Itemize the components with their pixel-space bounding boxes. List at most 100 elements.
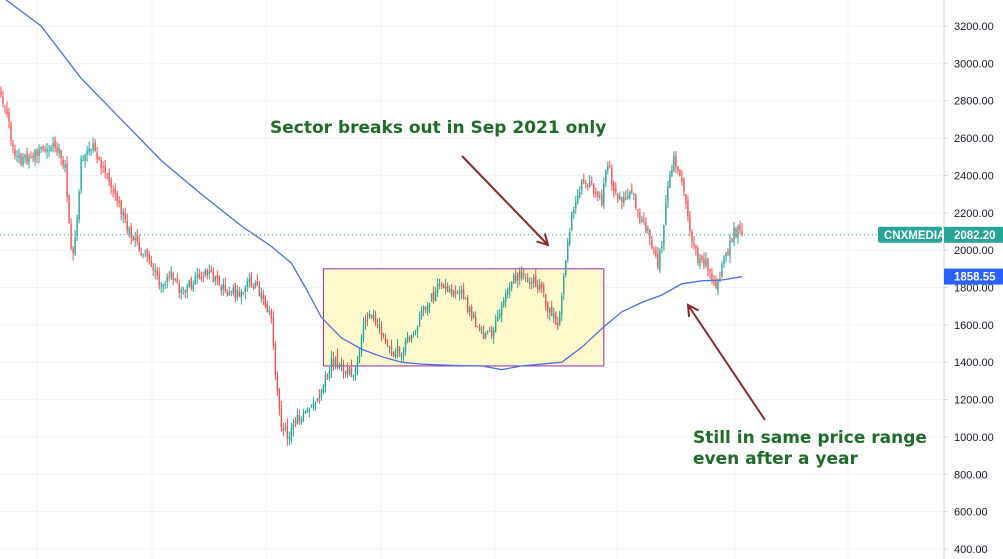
candle-body bbox=[310, 406, 313, 408]
candle-body bbox=[280, 408, 283, 428]
candle-body bbox=[356, 361, 359, 369]
candle-body bbox=[460, 289, 463, 293]
y-tick-label: 2600.00 bbox=[954, 133, 994, 145]
candle bbox=[549, 307, 551, 321]
range-annotation-line1: Still in same price range bbox=[693, 428, 927, 448]
candle-body bbox=[138, 240, 140, 251]
y-tick-label: 2200.00 bbox=[954, 208, 994, 220]
candle bbox=[643, 212, 645, 225]
candle bbox=[476, 326, 479, 328]
candle-body bbox=[701, 255, 703, 260]
candle bbox=[639, 208, 641, 225]
candle bbox=[148, 250, 150, 265]
candle bbox=[521, 266, 523, 281]
candle-body bbox=[496, 317, 499, 321]
candle bbox=[40, 146, 42, 154]
candle-body bbox=[462, 288, 465, 300]
candle bbox=[633, 192, 635, 200]
candle-body bbox=[358, 351, 361, 362]
candle bbox=[96, 147, 98, 164]
candle bbox=[553, 307, 555, 324]
y-axis: 3200.00 3000.00 2800.00 2600.00 2400.00 2200.… bbox=[943, 0, 994, 559]
candle-body bbox=[132, 236, 134, 240]
candle bbox=[322, 384, 325, 395]
candle-body bbox=[394, 350, 397, 357]
candle-body bbox=[268, 310, 271, 312]
candle bbox=[408, 335, 411, 343]
candle bbox=[136, 228, 138, 246]
candle bbox=[52, 136, 54, 153]
candle bbox=[410, 334, 413, 343]
candle-body bbox=[72, 248, 74, 254]
candle-body bbox=[416, 326, 419, 331]
candle bbox=[48, 144, 50, 158]
candle bbox=[396, 339, 399, 358]
candle bbox=[478, 323, 481, 332]
candle bbox=[84, 153, 86, 168]
candle-body bbox=[186, 285, 188, 292]
candle-body bbox=[599, 196, 601, 198]
candle bbox=[677, 166, 679, 175]
candle bbox=[292, 418, 295, 437]
candle-body bbox=[717, 280, 719, 291]
candle-body bbox=[655, 250, 657, 256]
candle-body bbox=[595, 192, 597, 194]
candle-body bbox=[62, 160, 64, 166]
candle bbox=[70, 218, 72, 251]
candle-body bbox=[226, 292, 229, 296]
candle-body bbox=[52, 142, 54, 147]
candle-body bbox=[529, 282, 531, 285]
candle bbox=[262, 289, 265, 306]
candle-body bbox=[406, 336, 409, 343]
candle-body bbox=[709, 269, 711, 272]
candle-body bbox=[88, 147, 90, 153]
candle-body bbox=[506, 289, 509, 294]
candle-body bbox=[84, 154, 86, 162]
candle-body bbox=[531, 282, 533, 284]
candle bbox=[739, 220, 741, 235]
candle bbox=[541, 281, 543, 294]
candle-body bbox=[274, 344, 277, 375]
candle bbox=[106, 173, 108, 180]
candle-body bbox=[266, 303, 269, 313]
candle bbox=[332, 351, 335, 371]
candle-body bbox=[500, 305, 503, 316]
candle bbox=[334, 356, 337, 370]
candle bbox=[282, 422, 285, 437]
candle-body bbox=[725, 253, 727, 257]
candle bbox=[428, 302, 431, 314]
candle-body bbox=[605, 171, 607, 183]
candle-body bbox=[234, 285, 237, 299]
candle-body bbox=[597, 190, 599, 198]
candle bbox=[583, 173, 585, 185]
candle-body bbox=[20, 154, 22, 165]
candle-body bbox=[527, 278, 529, 283]
candle bbox=[358, 348, 361, 364]
candle bbox=[370, 314, 373, 319]
candle-body bbox=[42, 146, 44, 150]
candle-body bbox=[250, 276, 253, 287]
ticker-label: CNXMEDIA bbox=[884, 230, 945, 242]
candle-body bbox=[452, 291, 455, 297]
candle-body bbox=[667, 186, 669, 202]
candle bbox=[80, 155, 82, 195]
candle-body bbox=[386, 344, 389, 346]
candle-body bbox=[470, 306, 473, 319]
range-arrow-head bbox=[686, 303, 700, 318]
candle-body bbox=[350, 366, 353, 377]
candle-body bbox=[729, 240, 731, 256]
candle bbox=[394, 348, 397, 360]
candle-body bbox=[523, 273, 525, 276]
candle bbox=[647, 225, 649, 235]
candle bbox=[480, 326, 483, 335]
candle-body bbox=[340, 363, 343, 366]
candle-body bbox=[683, 178, 685, 193]
candle bbox=[18, 148, 20, 164]
candle-body bbox=[669, 175, 671, 188]
candle-body bbox=[298, 415, 301, 421]
candle-body bbox=[525, 277, 527, 279]
candle-body bbox=[428, 302, 431, 307]
candle-body bbox=[569, 232, 571, 245]
candle bbox=[252, 283, 255, 291]
candle bbox=[276, 371, 279, 396]
